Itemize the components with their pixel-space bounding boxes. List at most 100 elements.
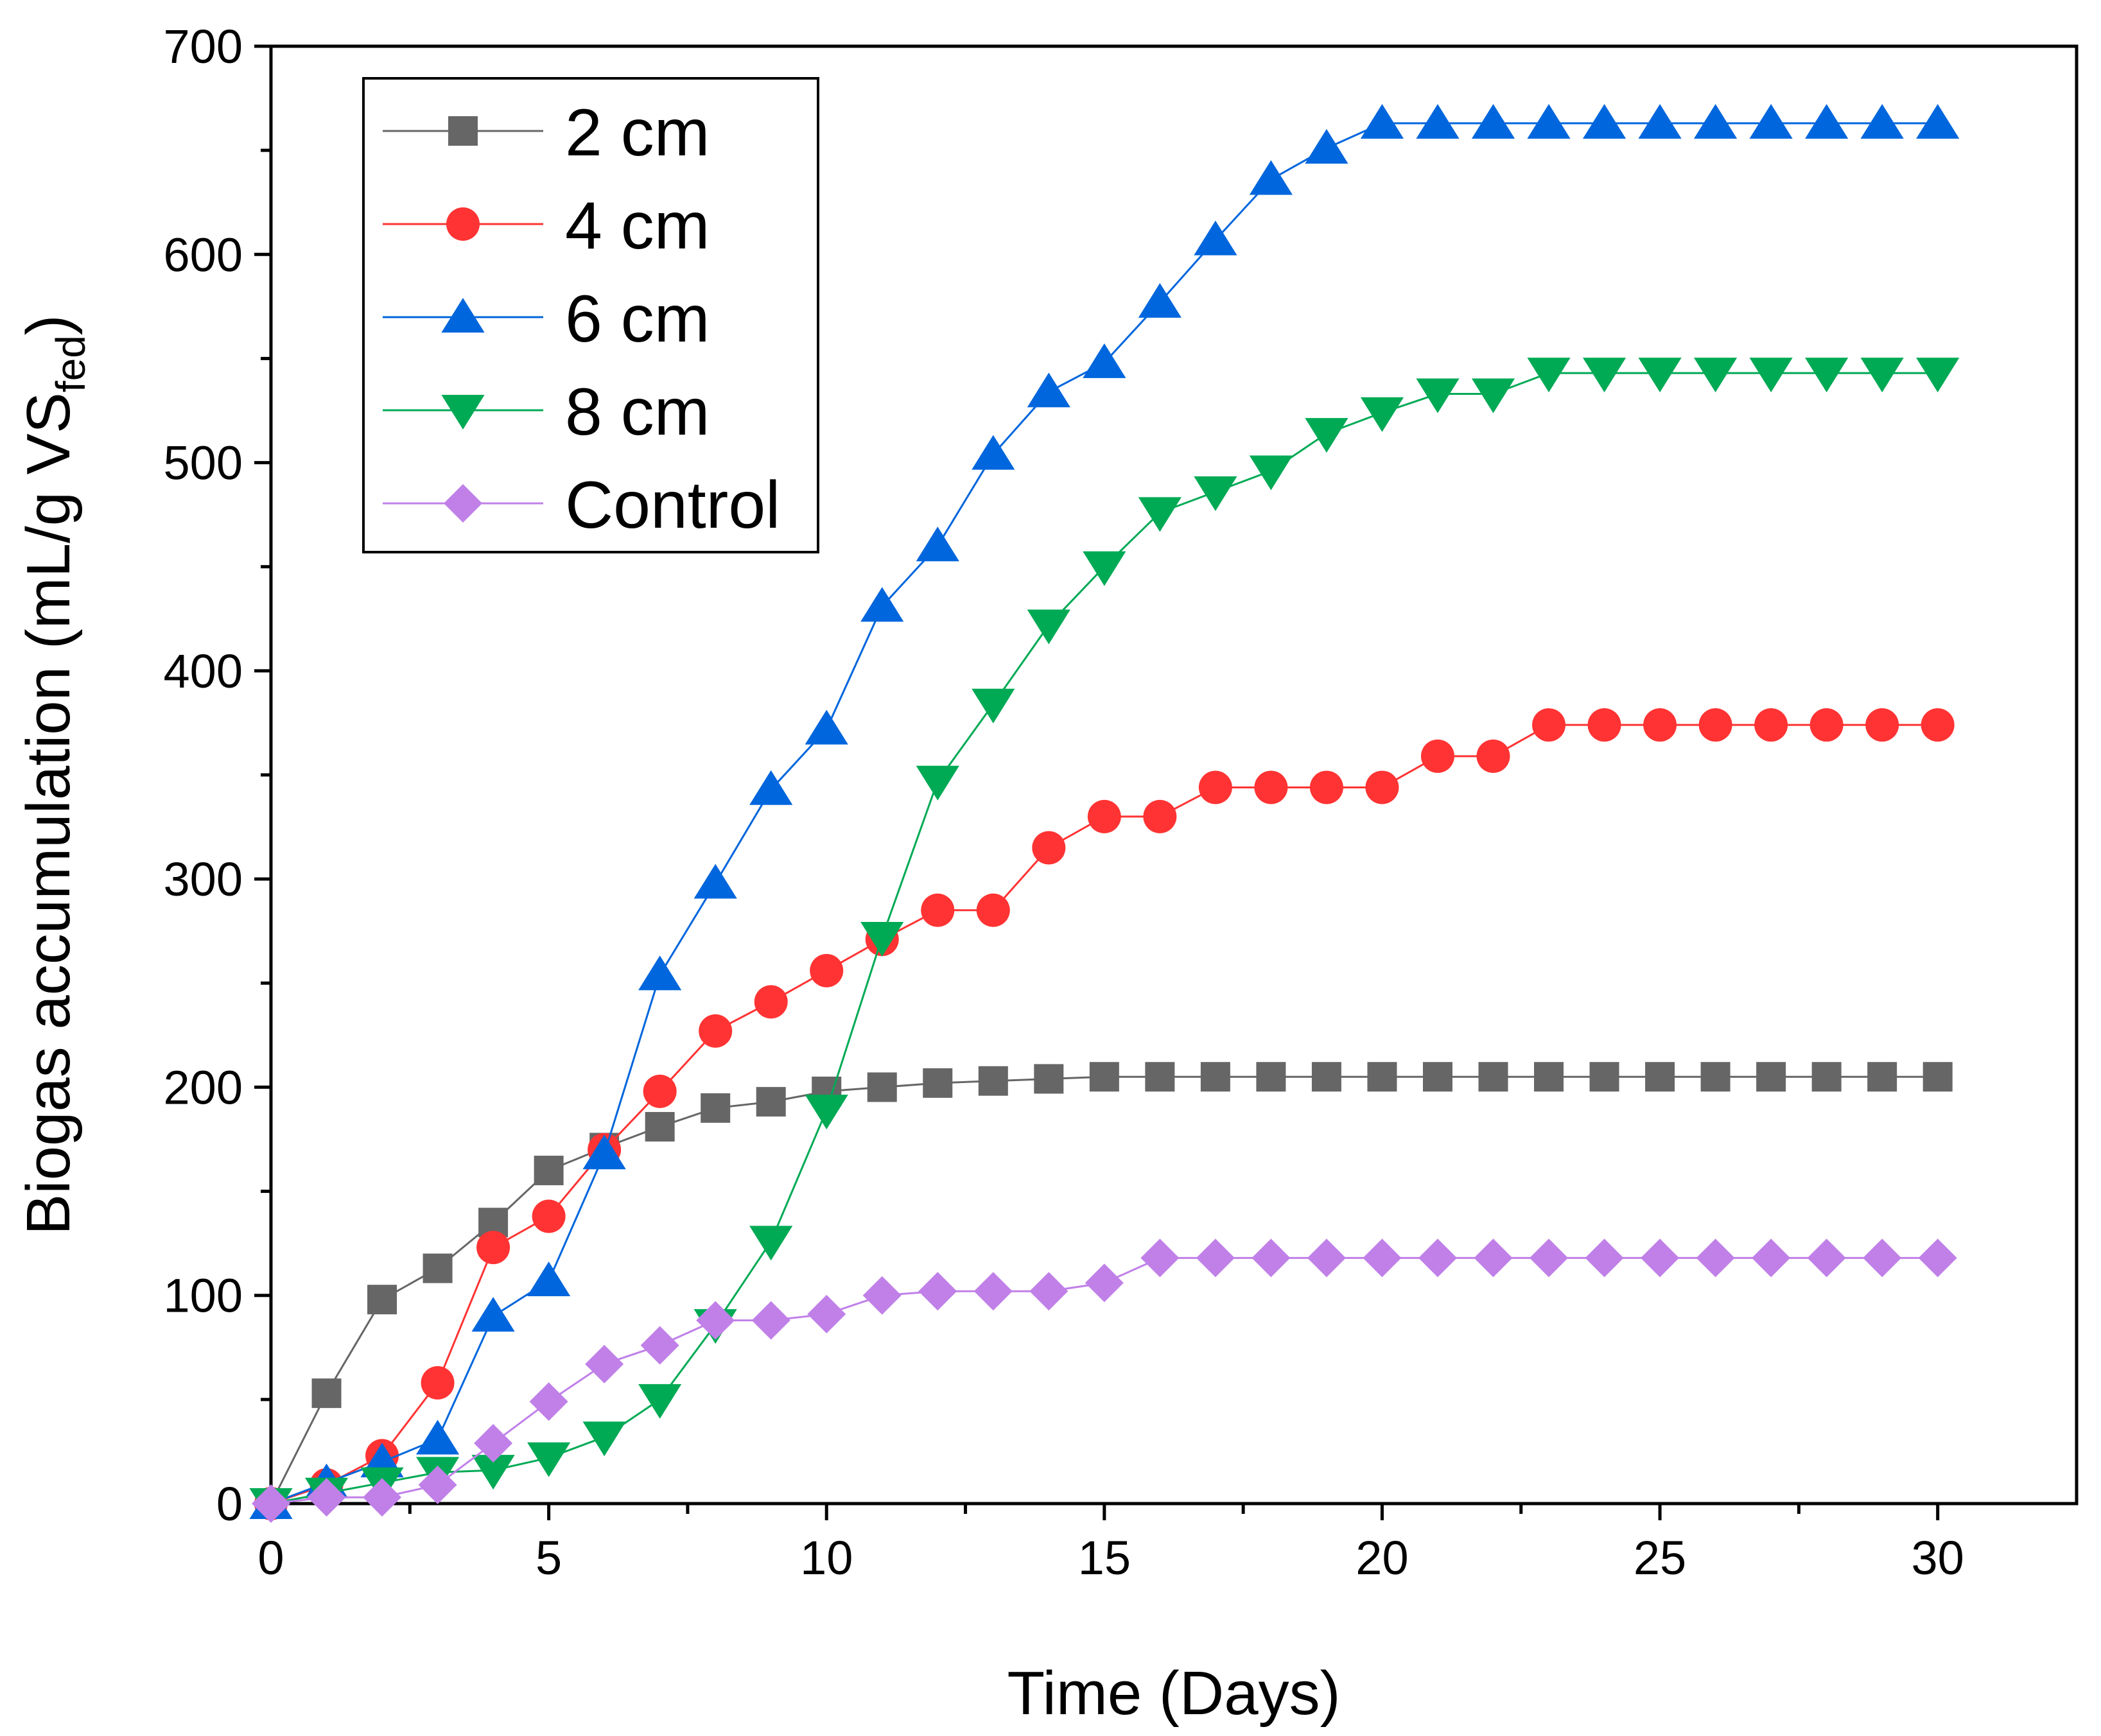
legend-item: Control <box>383 468 780 542</box>
y-tick-label: 200 <box>164 1061 243 1114</box>
x-tick-label: 10 <box>800 1531 853 1584</box>
data-point <box>1200 1062 1230 1092</box>
data-point <box>1143 799 1177 833</box>
data-point <box>1422 1062 1452 1092</box>
data-point <box>1534 1062 1564 1092</box>
data-point <box>749 1226 793 1261</box>
legend-item: 2 cm <box>383 96 710 170</box>
legend-label: 2 cm <box>565 96 710 170</box>
data-point <box>1527 103 1571 139</box>
data-point <box>640 1326 679 1365</box>
data-point <box>1027 372 1070 408</box>
y-tick-label: 600 <box>164 228 243 281</box>
data-point <box>1860 103 1904 139</box>
data-point <box>638 955 682 991</box>
series-line <box>270 724 1938 1505</box>
data-point <box>645 1112 675 1142</box>
data-point <box>1305 128 1348 164</box>
data-point <box>423 1253 453 1283</box>
data-point <box>1471 103 1515 139</box>
x-tick-label: 25 <box>1634 1531 1686 1584</box>
data-point <box>1471 378 1515 413</box>
data-point <box>1416 103 1460 139</box>
data-point <box>418 1465 457 1504</box>
data-point <box>1860 358 1904 393</box>
data-point <box>1527 358 1571 393</box>
data-point <box>1582 103 1626 139</box>
data-point <box>860 587 904 622</box>
data-point <box>1918 1238 1957 1278</box>
data-point <box>1032 831 1066 865</box>
data-point <box>923 1068 953 1098</box>
data-point <box>1367 1062 1397 1092</box>
x-tick-label: 20 <box>1356 1531 1408 1584</box>
legend-item: 4 cm <box>383 189 710 263</box>
data-point <box>1311 1062 1341 1092</box>
data-point <box>415 1419 460 1455</box>
data-point <box>1478 1062 1508 1092</box>
data-point <box>1865 708 1899 742</box>
data-point <box>1638 358 1682 393</box>
x-tick-label: 5 <box>536 1531 562 1584</box>
data-point <box>1251 1238 1291 1278</box>
data-point <box>916 526 959 562</box>
data-point <box>1416 378 1460 413</box>
data-point <box>1587 708 1621 742</box>
series-4-cm <box>254 708 1955 1520</box>
data-point <box>972 688 1015 724</box>
legend-label: 4 cm <box>565 189 710 263</box>
data-point <box>1694 103 1738 139</box>
data-point <box>867 1072 897 1102</box>
data-point <box>476 1231 510 1265</box>
y-tick-label: 100 <box>164 1269 243 1323</box>
x-tick-label: 30 <box>1912 1531 1964 1584</box>
data-point <box>1807 1238 1846 1278</box>
data-point <box>699 1014 733 1048</box>
data-point <box>1085 1263 1124 1303</box>
data-point <box>696 1301 735 1340</box>
data-point <box>1138 497 1181 532</box>
data-point <box>701 1093 731 1123</box>
data-point <box>749 770 793 805</box>
data-point <box>1638 103 1682 139</box>
data-point <box>1643 708 1677 742</box>
data-point <box>1089 1062 1119 1092</box>
data-point <box>756 1087 786 1117</box>
legend-item: 6 cm <box>383 282 710 356</box>
series-layer <box>249 103 1960 1523</box>
legend-marker <box>448 116 478 146</box>
data-point <box>807 1294 846 1333</box>
data-point <box>976 893 1010 927</box>
data-point <box>471 1297 515 1332</box>
data-point <box>367 1285 397 1315</box>
data-point <box>1083 343 1126 378</box>
legend-label: 6 cm <box>565 282 710 356</box>
x-axis-title: Time (Days) <box>1007 1659 1340 1728</box>
data-point <box>532 1199 566 1233</box>
y-tick-label: 400 <box>164 645 243 698</box>
data-point <box>1916 358 1960 393</box>
data-point <box>252 1484 290 1523</box>
x-tick-label: 0 <box>257 1531 284 1584</box>
data-point <box>973 1272 1013 1311</box>
data-point <box>1694 358 1738 393</box>
data-point <box>1256 1062 1286 1092</box>
data-point <box>585 1344 624 1384</box>
data-point <box>1863 1238 1902 1278</box>
data-point <box>1365 770 1399 804</box>
data-point <box>1474 1238 1513 1278</box>
data-point <box>1805 358 1849 393</box>
y-axis-ticks: 0 100 200 300 400 500 600 700 <box>164 20 271 1531</box>
data-point <box>1140 1238 1180 1278</box>
legend: 2 cm 4 cm 6 cm 8 cm Control <box>362 77 819 553</box>
legend-label: Control <box>565 468 780 542</box>
data-point <box>307 1478 346 1517</box>
y-axis-title-close: ) <box>14 315 83 335</box>
data-point <box>1254 770 1288 804</box>
data-point <box>1249 160 1293 195</box>
data-point <box>805 709 848 745</box>
data-point <box>1194 476 1237 511</box>
data-point <box>972 435 1015 470</box>
data-point <box>1249 455 1293 490</box>
